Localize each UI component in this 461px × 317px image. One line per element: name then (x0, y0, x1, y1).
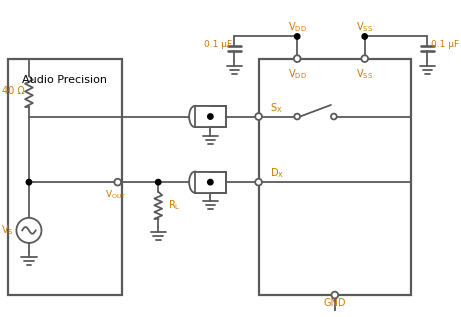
Circle shape (331, 113, 337, 120)
Bar (195, 106, 226, 127)
Circle shape (17, 218, 41, 243)
Text: V$_\mathregular{DD}$: V$_\mathregular{DD}$ (288, 20, 307, 34)
Text: S$_\mathregular{X}$: S$_\mathregular{X}$ (270, 101, 283, 115)
Text: GND: GND (324, 298, 346, 308)
Ellipse shape (189, 171, 201, 193)
Text: Audio Precision: Audio Precision (22, 75, 107, 85)
Circle shape (207, 114, 213, 119)
Bar (195, 106, 210, 127)
Circle shape (295, 34, 300, 39)
Circle shape (294, 113, 300, 120)
Bar (8, 59, 122, 295)
Text: V$_\mathregular{S}$: V$_\mathregular{S}$ (1, 223, 14, 237)
Bar (259, 59, 411, 295)
Text: V$_\mathregular{OUT}$: V$_\mathregular{OUT}$ (105, 188, 127, 201)
Circle shape (362, 34, 367, 39)
Bar (195, 106, 226, 127)
Text: V$_\mathregular{SS}$: V$_\mathregular{SS}$ (356, 20, 373, 34)
Ellipse shape (189, 106, 201, 127)
Bar (195, 171, 226, 193)
Circle shape (294, 55, 301, 62)
Circle shape (26, 179, 32, 185)
Circle shape (255, 179, 262, 185)
Circle shape (255, 113, 262, 120)
Circle shape (207, 179, 213, 185)
Text: R$_\mathregular{L}$: R$_\mathregular{L}$ (168, 198, 180, 212)
Circle shape (155, 179, 161, 185)
Bar (195, 171, 210, 193)
Text: 0.1 μF: 0.1 μF (431, 40, 460, 49)
Text: 40 Ω: 40 Ω (2, 87, 25, 96)
Text: 0.1 μF: 0.1 μF (204, 40, 232, 49)
Text: V$_\mathregular{SS}$: V$_\mathregular{SS}$ (356, 67, 373, 81)
Circle shape (361, 55, 368, 62)
Text: V$_\mathregular{DD}$: V$_\mathregular{DD}$ (288, 67, 307, 81)
Bar (195, 171, 226, 193)
Text: D$_\mathregular{X}$: D$_\mathregular{X}$ (270, 166, 284, 180)
Circle shape (331, 292, 338, 298)
Circle shape (114, 179, 121, 185)
